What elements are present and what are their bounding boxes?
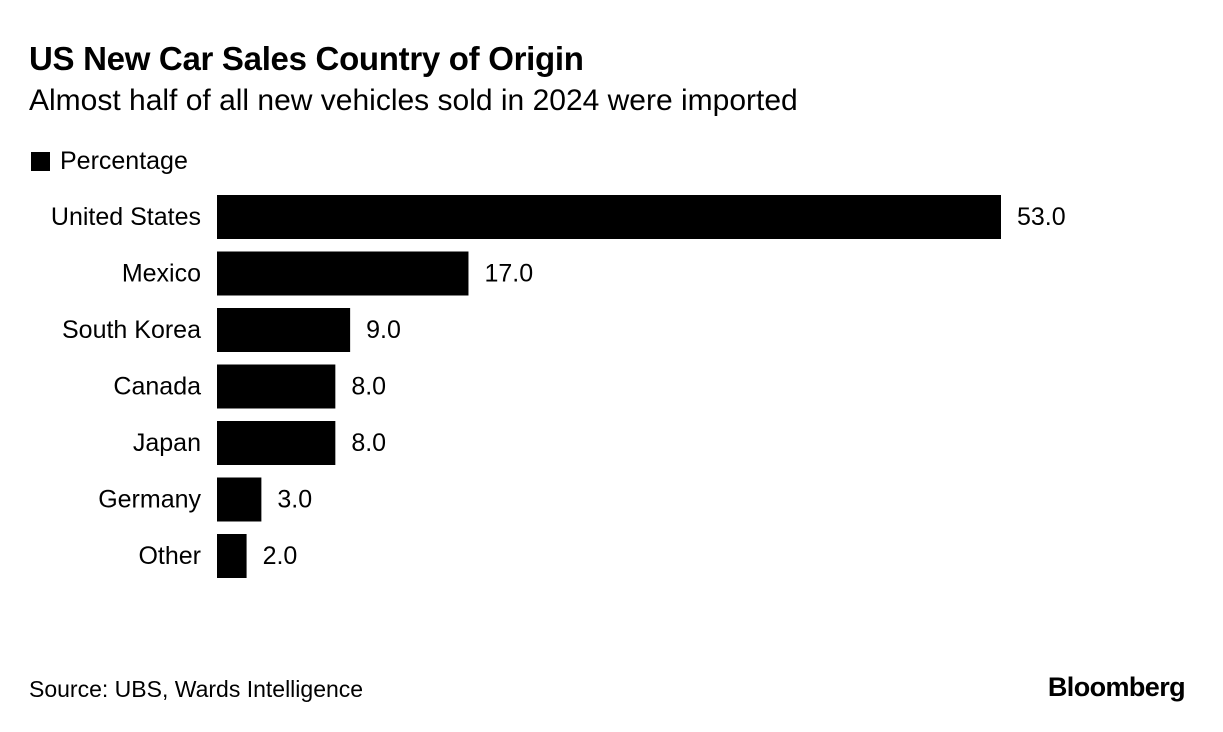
bar-japan <box>217 421 336 465</box>
value-label-other: 2.0 <box>263 542 298 570</box>
legend: Percentage <box>31 146 188 176</box>
category-label-canada: Canada <box>113 373 201 401</box>
bar-south-korea <box>217 308 351 352</box>
bar-canada <box>217 364 336 409</box>
bar-united-states <box>217 195 1001 239</box>
category-label-united-states: United States <box>51 203 201 231</box>
category-label-other: Other <box>138 542 201 570</box>
legend-swatch <box>31 151 50 171</box>
bloomberg-logo: Bloomberg <box>1047 672 1186 702</box>
value-label-canada: 8.0 <box>351 373 386 401</box>
bar-chart: United States 53.0 Mexico 17.0 South Korea 9.… <box>51 195 1066 578</box>
category-label-japan: Japan <box>133 429 201 457</box>
bar-germany <box>217 477 262 522</box>
category-label-south-korea: South Korea <box>62 316 201 344</box>
category-label-mexico: Mexico <box>122 260 201 288</box>
value-label-south-korea: 9.0 <box>366 316 401 344</box>
value-label-mexico: 17.0 <box>484 260 533 288</box>
value-label-japan: 8.0 <box>351 429 386 457</box>
value-label-united-states: 53.0 <box>1017 203 1066 231</box>
bar-other <box>217 534 247 578</box>
value-label-germany: 3.0 <box>277 486 312 514</box>
source-note: Source: UBS, Wards Intelligence <box>29 676 364 702</box>
category-label-germany: Germany <box>98 486 201 514</box>
chart-subtitle: Almost half of all new vehicles sold in … <box>29 84 798 117</box>
bar-mexico <box>217 251 469 296</box>
legend-label: Percentage <box>60 146 188 175</box>
chart-title: US New Car Sales Country of Origin <box>29 40 584 77</box>
